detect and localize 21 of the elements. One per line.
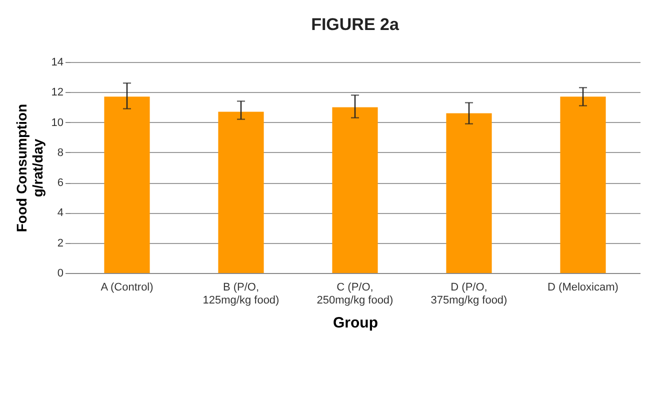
x-axis-title: Group	[333, 314, 378, 332]
bar	[332, 107, 378, 273]
bar	[560, 96, 606, 273]
x-tick-label: D (P/O, 375mg/kg food)	[430, 282, 508, 306]
y-tick-label: 14	[51, 56, 64, 68]
x-tick-label: D (Meloxicam)	[548, 282, 618, 294]
x-tick-label: B (P/O, 125mg/kg food)	[202, 282, 280, 306]
y-tick-label: 10	[51, 116, 64, 129]
y-tick-label: 8	[57, 146, 64, 159]
bar	[446, 113, 492, 273]
bar	[104, 96, 150, 273]
y-tick-label: 0	[57, 268, 64, 280]
y-tick-label: 2	[57, 237, 64, 250]
chart-title: FIGURE 2a	[311, 15, 400, 34]
bar	[218, 112, 264, 273]
y-tick-label: 6	[57, 177, 64, 190]
y-tick-label: 4	[57, 207, 64, 220]
x-tick-label: A (Control)	[100, 282, 154, 294]
y-axis-title: Food Consumption g/rat/day	[13, 104, 46, 232]
x-tick-label: C (P/O, 250mg/kg food)	[316, 282, 394, 306]
y-tick-label: 12	[51, 86, 64, 99]
